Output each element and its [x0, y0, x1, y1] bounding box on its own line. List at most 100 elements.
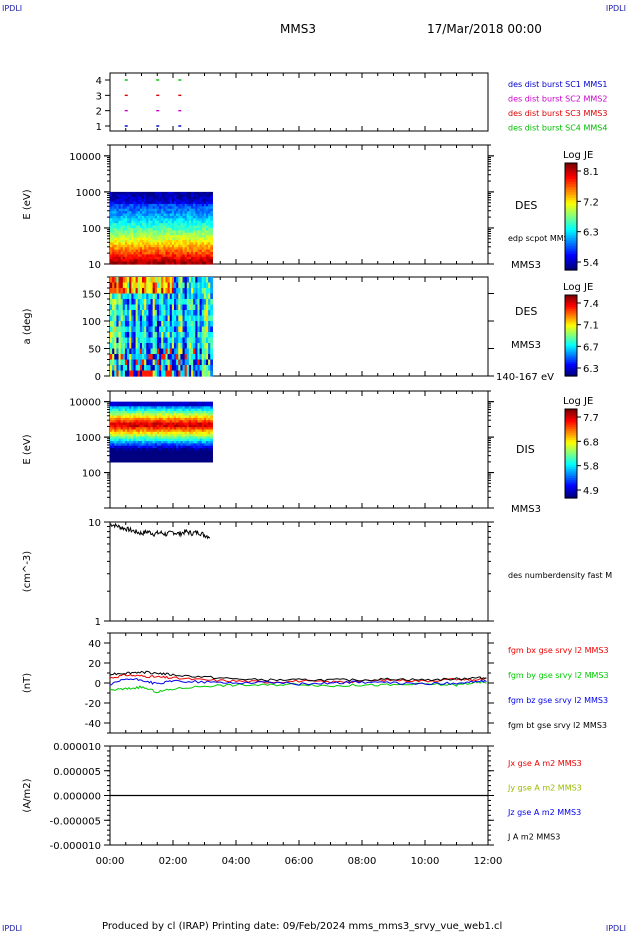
heatmap-cell-dis_energy: [176, 459, 179, 463]
heatmap-cell-dis_energy: [139, 454, 143, 458]
heatmap-cell-des_energy: [205, 211, 209, 215]
heatmap-cell-dis_energy: [161, 408, 164, 412]
heatmap-cell-des_energy: [148, 256, 152, 260]
corner-label-bottom-right: IPDLI: [605, 924, 626, 933]
heatmap-cell-des_energy: [120, 191, 124, 195]
heatmap-cell-des_energy: [159, 251, 162, 255]
heatmap-cell-des_energy: [133, 211, 137, 215]
heatmap-cell-des_energy: [152, 215, 156, 219]
heatmap-cell-dis_energy: [141, 408, 145, 412]
heatmap-cell-des_pitch: [191, 299, 194, 306]
heatmap-cell-dis_energy: [169, 413, 173, 417]
heatmap-cell-des_pitch: [154, 337, 158, 344]
heatmap-cell-des_energy: [131, 242, 135, 246]
heatmap-cell-dis_energy: [118, 406, 122, 410]
heatmap-cell-des_energy: [146, 235, 149, 239]
heatmap-cell-dis_energy: [161, 410, 164, 414]
heatmap-cell-dis_energy: [152, 445, 156, 449]
y-tick-label-des_energy: 10000: [69, 152, 101, 163]
heatmap-cell-dis_energy: [127, 438, 130, 442]
heatmap-cell-dis_energy: [154, 427, 158, 431]
heatmap-cell-dis_energy: [167, 438, 171, 442]
heatmap-cell-dis_energy: [152, 438, 156, 442]
heatmap-cell-dis_energy: [205, 422, 209, 426]
heatmap-cell-des_energy: [171, 223, 175, 227]
heatmap-cell-des_energy: [156, 242, 160, 246]
heatmap-cell-des_energy: [191, 208, 194, 212]
heatmap-cell-des_energy: [197, 235, 201, 239]
heatmap-cell-dis_energy: [114, 452, 117, 456]
heatmap-cell-dis_energy: [110, 415, 113, 419]
heatmap-cell-des_energy: [137, 196, 141, 200]
heatmap-cell-dis_energy: [114, 422, 117, 426]
heatmap-cell-des_pitch: [191, 370, 194, 377]
heatmap-cell-dis_energy: [191, 445, 194, 449]
heatmap-cell-des_energy: [122, 201, 126, 205]
heatmap-cell-des_pitch: [188, 321, 192, 328]
heatmap-cell-des_energy: [110, 220, 113, 224]
heatmap-cell-des_energy: [129, 235, 132, 239]
heatmap-cell-dis_energy: [135, 443, 139, 447]
heatmap-cell-des_pitch: [197, 288, 201, 295]
heatmap-cell-des_pitch: [167, 359, 171, 366]
heatmap-cell-des_energy: [163, 235, 167, 239]
heatmap-cell-des_energy: [156, 244, 160, 248]
heatmap-cell-des_pitch: [161, 359, 164, 366]
heatmap-cell-des_energy: [156, 203, 160, 207]
y-tick-label-availability: 4: [96, 76, 102, 87]
heatmap-cell-des_pitch: [116, 315, 120, 322]
panel-frame-density: [109, 521, 489, 622]
heatmap-cell-dis_energy: [144, 450, 147, 454]
heatmap-cell-dis_energy: [150, 454, 154, 458]
heatmap-cell-des_pitch: [197, 343, 201, 350]
heatmap-cell-dis_energy: [137, 452, 141, 456]
heatmap-cell-des_energy: [154, 194, 158, 198]
heatmap-cell-dis_energy: [129, 434, 132, 438]
heatmap-cell-des_energy: [114, 235, 117, 239]
heatmap-cell-des_energy: [188, 247, 192, 251]
heatmap-cell-des_energy: [165, 215, 169, 219]
heatmap-cell-dis_energy: [156, 429, 160, 433]
heatmap-cell-dis_energy: [127, 417, 130, 421]
heatmap-cell-des_energy: [129, 232, 132, 236]
heatmap-cell-des_energy: [191, 227, 194, 231]
heatmap-cell-des_energy: [159, 194, 162, 198]
heatmap-cell-des_energy: [180, 223, 184, 227]
heatmap-cell-des_energy: [201, 232, 205, 236]
heatmap-cell-des_pitch: [116, 293, 120, 300]
heatmap-cell-dis_energy: [161, 438, 164, 442]
heatmap-cell-dis_energy: [184, 447, 188, 451]
heatmap-cell-dis_energy: [199, 431, 203, 435]
heatmap-cell-des_pitch: [159, 310, 162, 317]
heatmap-cell-des_pitch: [110, 332, 113, 339]
heatmap-cell-dis_energy: [176, 434, 179, 438]
heatmap-cell-des_energy: [199, 230, 203, 234]
heatmap-cell-des_energy: [203, 218, 207, 222]
heatmap-cell-des_pitch: [178, 304, 181, 311]
heatmap-cell-des_energy: [112, 225, 115, 229]
heatmap-cell-des_energy: [205, 247, 209, 251]
heatmap-cell-dis_energy: [144, 413, 147, 417]
heatmap-cell-des_pitch: [195, 282, 199, 289]
heatmap-cell-dis_energy: [191, 401, 194, 405]
heatmap-cell-dis_energy: [208, 403, 211, 407]
heatmap-cell-des_pitch: [148, 321, 152, 328]
heatmap-cell-des_energy: [144, 256, 147, 260]
heatmap-cell-des_pitch: [118, 370, 122, 377]
heatmap-cell-dis_energy: [152, 401, 156, 405]
heatmap-cell-dis_energy: [118, 438, 122, 442]
heatmap-cell-des_pitch: [176, 343, 179, 350]
heatmap-cell-des_energy: [201, 227, 205, 231]
heatmap-cell-dis_energy: [144, 420, 147, 424]
heatmap-cell-des_energy: [197, 242, 201, 246]
heatmap-cell-des_pitch: [180, 337, 184, 344]
heatmap-cell-dis_energy: [159, 452, 162, 456]
heatmap-cell-des_energy: [139, 247, 143, 251]
heatmap-cell-des_energy: [165, 201, 169, 205]
heatmap-cell-dis_energy: [193, 410, 196, 414]
heatmap-cell-dis_energy: [131, 424, 135, 428]
heatmap-cell-des_pitch: [144, 282, 147, 289]
heatmap-cell-des_energy: [184, 218, 188, 222]
heatmap-cell-des_pitch: [150, 282, 154, 289]
